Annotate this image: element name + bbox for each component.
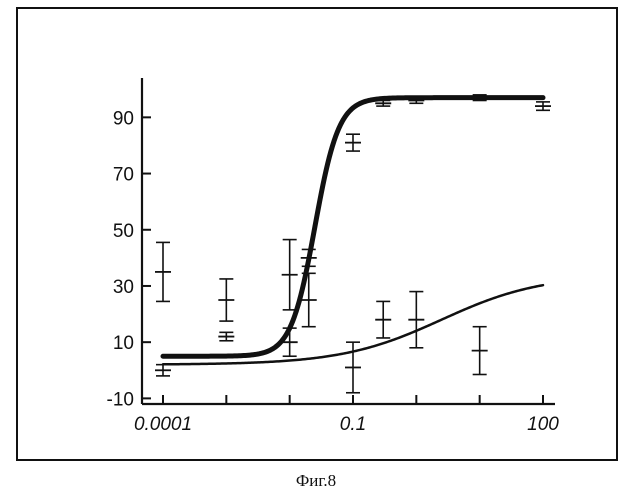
data-point-series-2 [375,300,392,339]
data-point-series-1 [375,99,392,107]
figure-frame [16,7,618,461]
x-tick-label: 100 [527,414,559,435]
x-tick-label: 0.0001 [134,414,192,435]
figure-caption: Фиг.8 [295,471,337,490]
y-tick-label: -10 [107,389,134,410]
data-point-series-1 [155,363,171,377]
x-ticks: 0.0001 0.1 100 [134,395,559,435]
data-point-series-2 [471,325,488,376]
y-tick-label: 90 [113,108,134,129]
y-tick-label: 30 [113,277,134,298]
data-point-series-2 [155,241,171,303]
data-points [155,94,551,394]
y-tick-label: 70 [113,165,134,186]
data-point-series-1 [281,327,298,358]
data-point-series-2 [218,278,235,322]
data-point-series-1 [471,94,488,102]
data-point-series-2 [408,290,425,349]
data-point-series-2 [345,341,361,394]
data-point-series-1 [345,133,361,152]
data-point-series-1 [218,331,235,342]
data-point-series-2 [281,238,298,311]
data-point-series-1 [408,96,425,105]
data-point-series-2 [300,272,317,328]
y-ticks: -10 10 30 50 70 90 [107,108,151,410]
x-tick-label: 0.1 [340,414,366,435]
y-tick-label: 50 [113,221,134,242]
y-tick-label: 10 [113,333,134,354]
data-point-series-1 [535,101,551,112]
data-point-series-1 [300,248,317,268]
